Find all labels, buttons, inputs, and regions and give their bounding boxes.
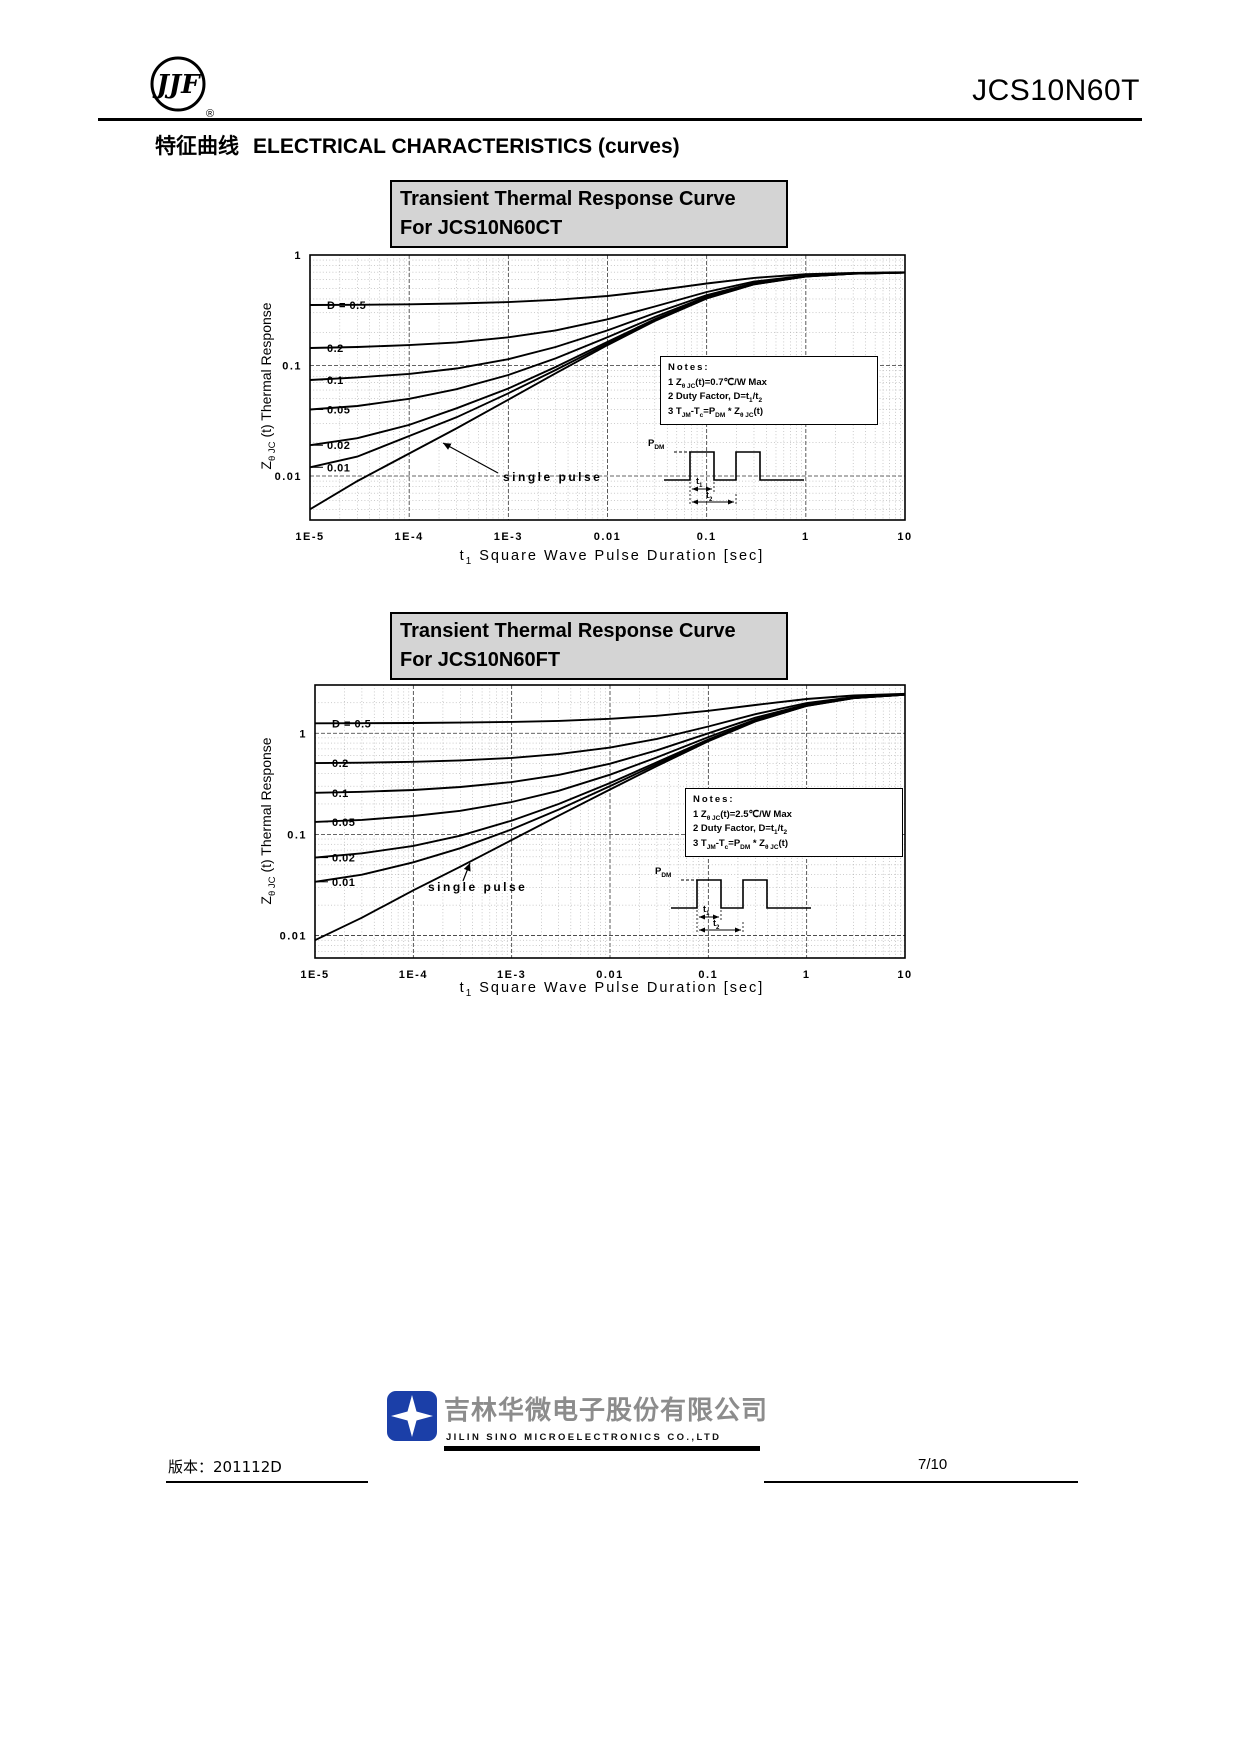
star-logo-icon [387,1391,437,1441]
x-tick-label: 1E-3 [497,969,526,981]
company-name-cn: 吉林华微电子股份有限公司 [444,1396,769,1426]
x-tick-label: 1 [803,969,811,981]
t1-label: t1 [703,904,710,917]
note-line: 2 Duty Factor, D=t1/t2 [693,823,788,837]
chart1-title-line2: For JCS10N60CT [400,217,563,239]
registered-trademark-icon: ® [206,108,214,120]
company-logo-graphic: JJF ® [150,56,214,120]
curve-D-0.5 [309,271,906,306]
chart2-plot: 1E-5 1E-4 1E-3 0.01 0.1 1 10 1 0.1 0.01 D = 0.5 0.2… [280,684,912,981]
note-line: 2 Duty Factor, D=t1/t2 [668,391,763,405]
curve-label: 0.1 [332,788,349,800]
page-number: 7/10 [918,1456,948,1473]
curve-label: 0.05 [327,404,350,416]
version-underline [166,1481,368,1483]
single-pulse-label: single pulse [503,470,602,484]
notes-title: Notes: [693,794,735,805]
footer-logo-bar [444,1446,760,1451]
x-tick-label: 1 [802,531,810,543]
y-tick-label: 0.01 [280,931,307,943]
footer-logo [386,1390,438,1442]
chart2-title-line2: For JCS10N60FT [400,649,561,671]
t2-label: t2 [713,918,720,931]
chart2-notes-box: Notes: 1 Zθ JC(t)=2.5℃/W Max 2 Duty Fact… [685,788,903,857]
x-tick-label: 10 [897,531,912,543]
curve-label: 0.1 [327,375,344,387]
chart1-pulse-diagram: PDM t1 t2 [648,436,814,516]
single-pulse-arrow [462,862,471,882]
x-tick-label: 1E-5 [295,531,324,543]
single-pulse-label: single pulse [428,880,527,894]
x-tick-label: 1E-4 [395,531,424,543]
notes-title: Notes: [668,362,710,373]
x-tick-label: 0.01 [594,531,621,543]
chart1-notes-box: Notes: 1 Zθ JC(t)=0.7℃/W Max 2 Duty Fact… [660,356,878,425]
page-number-underline [764,1481,1078,1483]
pulse-waveform [671,879,811,934]
chart2-x-axis-label: t1 Square Wave Pulse Duration [sec] [459,980,765,999]
x-tick-label: 0.1 [698,969,718,981]
t1-label: t1 [696,476,703,489]
x-tick-label: 0.01 [596,969,623,981]
pdm-label: PDM [655,866,672,879]
company-logo: JJF ® [146,54,222,122]
chart1-x-axis-label: t1 Square Wave Pulse Duration [sec] [459,548,765,567]
curve-label: D = 0.5 [327,300,366,312]
pdm-label: PDM [648,438,665,451]
curve-single-pulse [314,693,906,942]
curve-0.2 [314,693,906,765]
x-tick-label: 0.1 [697,531,717,543]
curve-label: 0.2 [327,343,344,355]
note-line: 1 Zθ JC(t)=2.5℃/W Max [693,808,792,822]
version-label: 版本：201112D [168,1458,282,1476]
curve-label: 0.02 [327,440,350,452]
note-line: 1 Zθ JC(t)=0.7℃/W Max [668,376,767,390]
plot-border [309,254,906,521]
curve-label: 0.01 [327,462,350,474]
y-tick-label: 1 [299,728,307,740]
product-title: JCS10N60T [972,74,1140,107]
section-title-cn: 特征曲线 [155,134,239,158]
chart1-title-box: Transient Thermal Response Curve For JCS… [390,180,788,248]
company-name-en: JILIN SINO MICROELECTRONICS CO.,LTD [446,1432,722,1443]
curve-label: 0.2 [332,758,349,770]
chart1-plot: 1E-5 1E-4 1E-3 0.01 0.1 1 10 1 0.1 0.01 D = 0.5 0.2… [275,250,912,543]
section-title: 特征曲线 ELECTRICAL CHARACTERISTICS (curves) [155,130,680,160]
y-tick-label: 1 [294,250,302,262]
y-tick-label: 0.1 [287,829,307,841]
chart2-title-line1: Transient Thermal Response Curve [400,620,736,642]
x-tick-label: 1E-5 [300,969,329,981]
note-line: 3 TJM-Tc=PDM * Zθ JC(t) [693,838,789,852]
note-line: 3 TJM-Tc=PDM * Zθ JC(t) [668,406,764,420]
chart1-title-line1: Transient Thermal Response Curve [400,188,736,210]
y-tick-label: 0.1 [282,361,302,373]
logo-monogram: JJF [151,70,201,100]
x-tick-label: 1E-4 [399,969,428,981]
curve-label: 0.02 [332,853,355,865]
x-tick-label: 1E-3 [494,531,523,543]
curve-label: D = 0.5 [332,718,371,730]
single-pulse-arrow [442,442,499,474]
y-tick-label: 0.01 [275,471,302,483]
curve-label: 0.05 [332,817,355,829]
header-rule [98,118,1142,121]
chart2-pulse-diagram: PDM t1 t2 [655,864,821,944]
pulse-waveform [664,451,804,506]
t2-label: t2 [706,490,713,503]
section-title-en: ELECTRICAL CHARACTERISTICS (curves) [253,135,680,158]
curve-single-pulse [309,271,906,511]
curve-label: 0.01 [332,877,355,889]
x-tick-label: 10 [897,969,912,981]
curve-D-0.5 [314,692,906,725]
chart2-title-box: Transient Thermal Response Curve For JCS… [390,612,788,680]
